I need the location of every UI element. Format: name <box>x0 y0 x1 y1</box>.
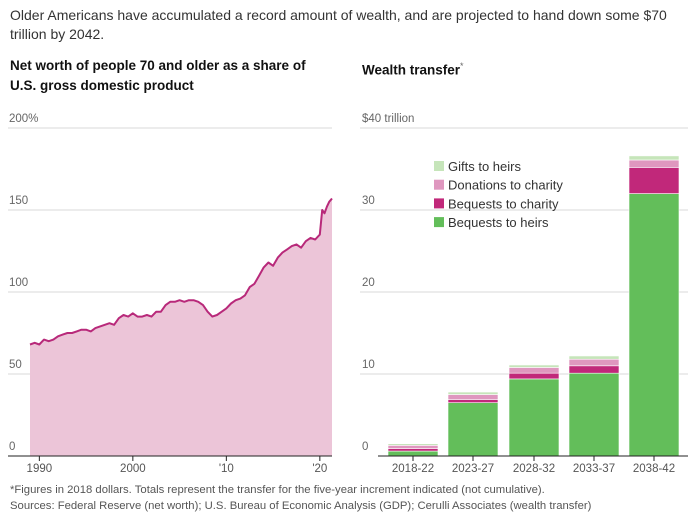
bar-segment <box>508 378 560 457</box>
y-tick-label: 10 <box>362 359 375 371</box>
legend-swatch <box>434 179 444 190</box>
y-tick-label: 100 <box>9 277 28 289</box>
sources-text: Sources: Federal Reserve (net worth); U.… <box>10 500 592 512</box>
bar-segment <box>568 372 620 457</box>
y-tick-label: 0 <box>362 441 368 453</box>
bar-segment <box>508 364 560 368</box>
bar-segment <box>568 358 620 367</box>
x-tick-label: 2000 <box>120 463 146 475</box>
footnote-text: *Figures in 2018 dollars. Totals represe… <box>10 484 545 496</box>
bar-segment <box>508 372 560 380</box>
x-tick-label: '20 <box>312 463 327 475</box>
y-tick-label: 0 <box>9 441 15 453</box>
wealth-transfer-chart-title: Wealth transfer* <box>362 56 662 81</box>
footnote-marker: * <box>460 61 464 71</box>
wealth-transfer-title-text: Wealth transfer <box>362 62 461 78</box>
bar-segment <box>387 450 439 457</box>
bar-segment <box>628 193 680 457</box>
legend-label: Gifts to heirs <box>448 159 521 174</box>
y-tick-label: 200% <box>9 113 38 125</box>
bar-segment <box>628 155 680 161</box>
bar-segment <box>628 159 680 168</box>
y-tick-label: 50 <box>9 359 22 371</box>
x-tick-label: '10 <box>219 463 234 475</box>
y-tick-label: 20 <box>362 277 375 289</box>
bar-segment <box>387 445 439 449</box>
bar-segment <box>447 394 499 400</box>
net-worth-chart-title: Net worth of people 70 and older as a sh… <box>10 58 306 93</box>
y-tick-label: 150 <box>9 195 28 207</box>
bar-segment <box>628 167 680 194</box>
x-tick-label: 2018-22 <box>392 463 434 475</box>
legend-label: Bequests to charity <box>448 196 559 211</box>
net-worth-area <box>30 198 332 456</box>
legend-label: Bequests to heirs <box>448 215 549 230</box>
x-tick-label: 1990 <box>27 463 53 475</box>
footnote-block: *Figures in 2018 dollars. Totals represe… <box>10 482 690 514</box>
x-tick-label: 2038-42 <box>633 463 675 475</box>
x-tick-label: 2033-37 <box>573 463 615 475</box>
bar-segment <box>387 443 439 446</box>
net-worth-line <box>29 197 333 346</box>
headline: Older Americans have accumulated a recor… <box>10 7 667 42</box>
bar-segment <box>508 367 560 374</box>
bar-segment <box>447 402 499 457</box>
x-tick-label: 2028-32 <box>513 463 555 475</box>
x-tick-label: 2023-27 <box>452 463 494 475</box>
bar-segment <box>447 391 499 395</box>
y-tick-label: $40 trillion <box>362 113 414 125</box>
bar-segment <box>387 448 439 452</box>
bar-segment <box>447 399 499 404</box>
legend-swatch <box>434 161 444 171</box>
legend-swatch <box>434 198 444 209</box>
bar-segment <box>568 365 620 374</box>
legend-label: Donations to charity <box>448 178 563 193</box>
bar-segment <box>568 355 620 360</box>
legend-swatch <box>434 217 444 228</box>
y-tick-label: 30 <box>362 195 375 207</box>
